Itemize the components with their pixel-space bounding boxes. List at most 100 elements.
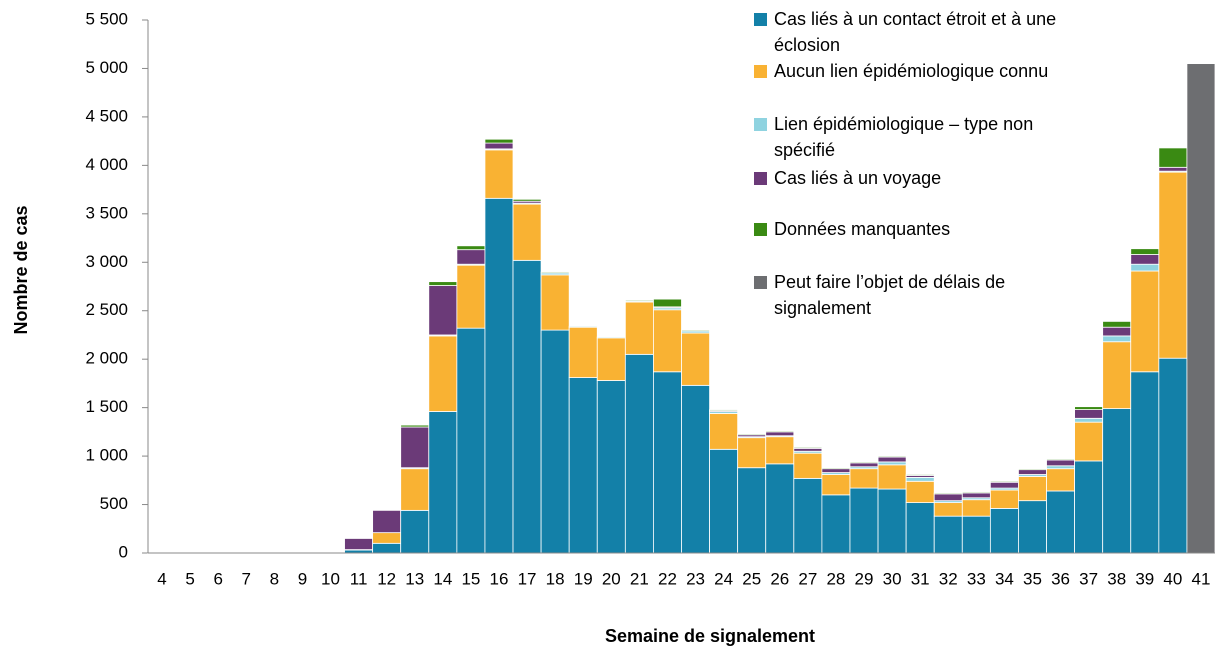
bar-segment [485,150,513,198]
bar-segment [457,265,485,328]
bar-segment [653,299,681,307]
bar-segment [513,204,541,260]
x-tick-label: 19 [574,569,593,588]
x-tick-label: 11 [350,569,368,588]
bar-segment [541,330,569,553]
bar-segment [738,434,766,435]
legend-swatch [754,172,767,185]
bar-segment [429,282,457,286]
bar-segment [878,489,906,553]
x-tick-label: 25 [742,569,761,588]
x-tick-label: 13 [405,569,424,588]
bar-segment [906,481,934,502]
bar-segment [822,468,850,469]
x-tick-label: 8 [270,569,279,588]
bar-segment [794,448,822,451]
legend-label: Cas liés à un contact étroit et à une éc… [774,9,1056,55]
y-tick-label: 4 000 [85,155,128,174]
bar-segment [1159,172,1187,358]
bar-segment [850,469,878,488]
bar-segment [934,516,962,553]
y-tick-label: 1 500 [85,397,128,416]
legend-label: Peut faire l’objet de délais de signalem… [774,272,1005,318]
bar-segment [1159,167,1187,171]
bar-segment [934,494,962,501]
bar-segment [457,328,485,553]
bar-segment [1131,271,1159,372]
x-tick-label: 37 [1079,569,1098,588]
bar-segment [962,500,990,516]
x-tick-label: 32 [939,569,958,588]
legend-item: Peut faire l’objet de délais de signalem… [752,269,1082,321]
bar-segment [682,385,710,553]
bar-segment [1103,336,1131,342]
x-tick-label: 26 [770,569,789,588]
legend-label: Lien épidémiologique – type non spécifié [774,114,1033,160]
bar-segment [990,508,1018,553]
bar-segment [1131,372,1159,553]
y-tick-label: 500 [100,494,128,513]
bar-segment [401,427,429,468]
bar-segment [710,410,738,411]
x-tick-label: 20 [602,569,621,588]
bar-segment [1075,410,1103,419]
bar-segment [906,477,934,481]
bar-segment [738,468,766,553]
bar-segment [906,475,934,476]
x-tick-label: 9 [298,569,307,588]
x-tick-label: 18 [546,569,565,588]
bar-segment [401,510,429,553]
legend-swatch [754,118,767,131]
x-axis-label: Semaine de signalement [605,626,815,646]
bar-segment [766,464,794,553]
bar-segment [1131,264,1159,271]
bar-segment [1187,64,1215,553]
x-tick-label: 4 [157,569,166,588]
bar-segment [513,260,541,553]
bar-segment [1047,460,1075,466]
bar-segment [990,490,1018,508]
bar-segment [934,493,962,494]
bar-segment [878,465,906,489]
y-tick-label: 0 [119,542,128,561]
bar-segment [766,432,794,436]
x-tick-label: 31 [911,569,930,588]
x-tick-label: 41 [1191,569,1210,588]
legend-item: Lien épidémiologique – type non spécifié [752,111,1082,163]
legend-swatch [754,13,767,26]
bar-segment [1047,491,1075,553]
x-tick-label: 35 [1023,569,1042,588]
legend-item: Cas liés à un contact étroit et à une éc… [752,6,1082,58]
bar-segment [485,143,513,149]
bar-segment [401,469,429,511]
x-tick-label: 5 [185,569,194,588]
bar-segment [597,381,625,553]
y-tick-label: 2 500 [85,300,128,319]
bar-segment [569,327,597,377]
bar-segment [1103,327,1131,336]
bar-segment [1047,459,1075,460]
bar-segment [541,275,569,330]
bar-segment [401,425,429,427]
bar-segment [1018,470,1046,475]
bar-segment [766,431,794,432]
bar-segment [962,493,990,498]
bar-segment [794,478,822,553]
bar-segment [485,139,513,143]
bar-segment [990,481,1018,482]
legend-item: Données manquantes [752,216,1082,242]
bar-segment [1103,321,1131,327]
bar-segment [1103,342,1131,409]
legend-item: Aucun lien épidémiologique connu [752,58,1082,84]
bar-segment [738,438,766,468]
bar-segment [794,453,822,478]
bar-segment [850,488,878,553]
bar-segment [1047,466,1075,469]
y-tick-label: 5 000 [85,58,128,77]
legend-label: Données manquantes [774,219,950,239]
bar-segment [794,447,822,448]
bar-segment [1018,501,1046,553]
x-tick-label: 22 [658,569,677,588]
bar-segment [1018,469,1046,470]
x-tick-label: 36 [1051,569,1070,588]
